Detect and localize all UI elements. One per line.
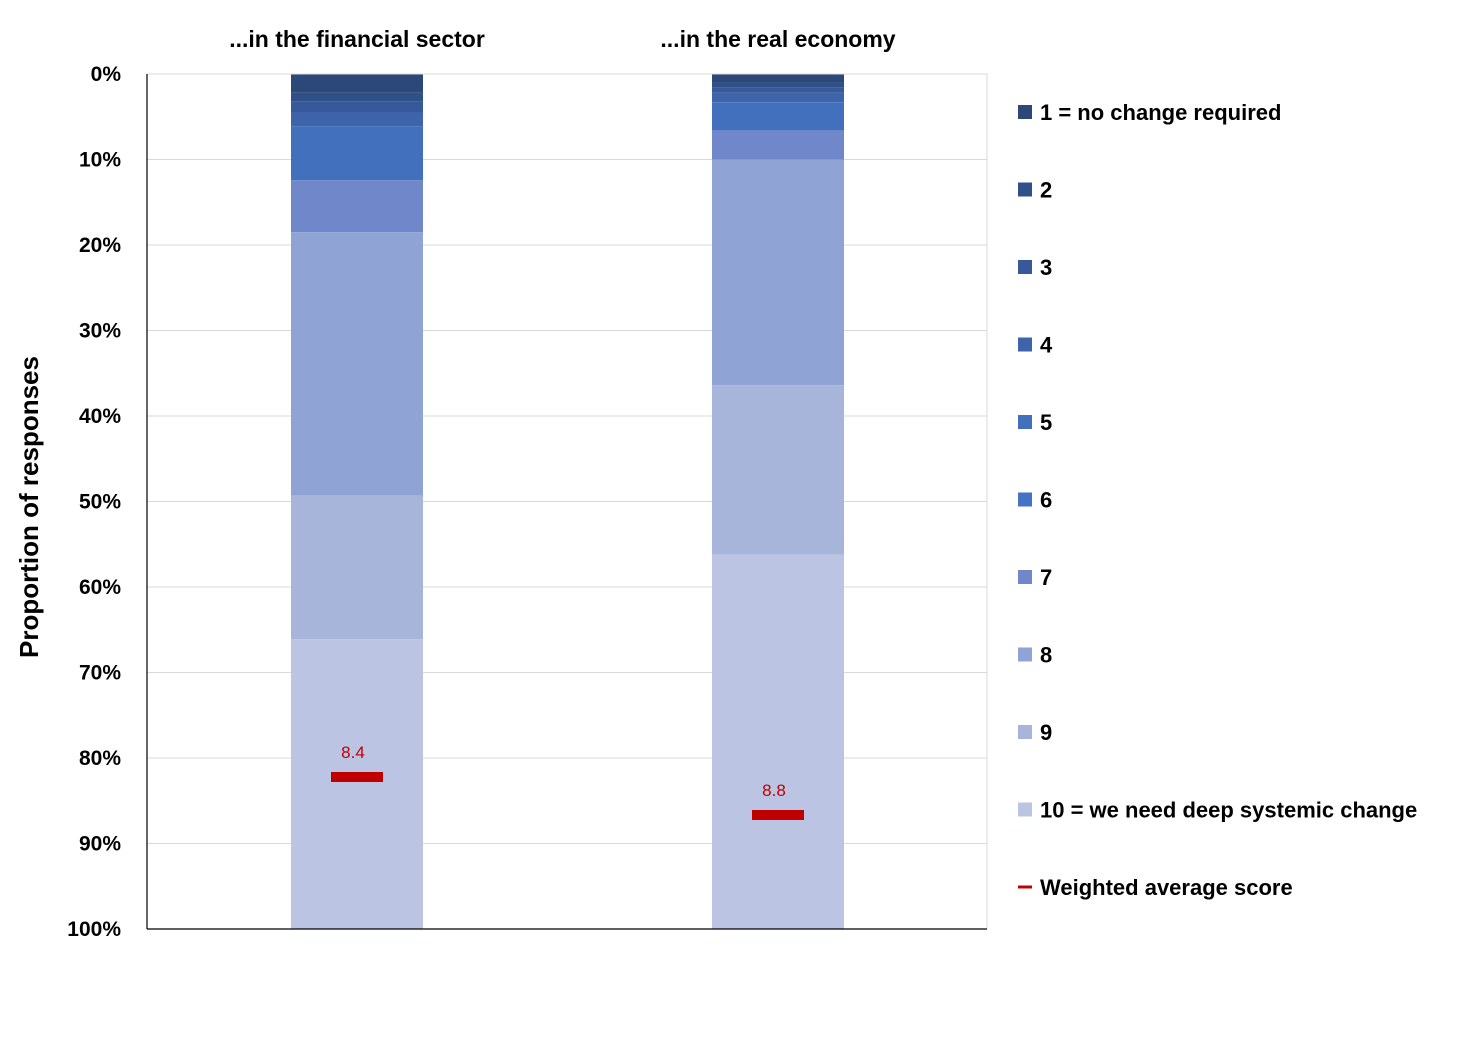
legend-swatch-5 [1018, 415, 1032, 429]
category-label-1: ...in the financial sector [229, 26, 485, 52]
y-tick-label-5: 50% [79, 491, 121, 514]
legend-label-3: 3 [1040, 255, 1052, 280]
bar-segment-1-4 [291, 112, 423, 127]
bar-segment-1-10 [291, 639, 423, 930]
bar-segment-2-10 [712, 554, 844, 930]
bars [291, 74, 844, 930]
bar-segment-1-9 [291, 495, 423, 640]
bar-segment-1-2 [291, 92, 423, 102]
bar-segment-1-8 [291, 232, 423, 496]
bar-segment-2-2 [712, 82, 844, 88]
legend-label-10: 10 = we need deep systemic change [1040, 798, 1417, 823]
bar-segment-1-5 [291, 126, 423, 181]
legend-label-9: 9 [1040, 720, 1052, 745]
weighted-average-markers: 8.4 8.8 [331, 743, 804, 820]
plot-frame [146, 73, 988, 930]
y-tick-label-7: 70% [79, 662, 121, 685]
bar-segment-1-7 [291, 180, 423, 233]
y-tick-label-6: 60% [79, 576, 121, 599]
legend-swatch-7 [1018, 570, 1032, 584]
y-tick-labels: 0% 10% 20% 30% 40% 50% 60% 70% 80% 90% 100% [67, 63, 121, 941]
legend-swatch-3 [1018, 260, 1032, 274]
bar-segment-2-3 [712, 87, 844, 93]
y-tick-label-1: 10% [79, 149, 121, 172]
legend-label-weighted-average: Weighted average score [1040, 875, 1293, 900]
y-tick-label-2: 20% [79, 234, 121, 257]
legend-swatch-9 [1018, 725, 1032, 739]
legend-label-5: 5 [1040, 410, 1052, 435]
y-tick-label-0: 0% [91, 63, 122, 86]
bar-segment-2-8 [712, 159, 844, 386]
y-tick-label-9: 90% [79, 833, 121, 856]
weighted-average-label-1: 8.4 [341, 743, 365, 762]
legend-label-2: 2 [1040, 178, 1052, 203]
legend: 1 = no change required 2 3 4 5 6 7 8 9 10 = we ne… [1018, 100, 1417, 900]
legend-swatch-1 [1018, 105, 1032, 119]
bar-segment-2-5 [712, 102, 844, 131]
legend-swatch-10 [1018, 802, 1032, 817]
category-label-2: ...in the real economy [660, 26, 895, 52]
gridlines [147, 73, 987, 930]
legend-swatch-4 [1018, 337, 1032, 352]
bar-segment-2-1 [712, 74, 844, 83]
weighted-average-label-2: 8.8 [762, 781, 786, 800]
legend-label-6: 6 [1040, 488, 1052, 513]
legend-label-4: 4 [1040, 333, 1053, 358]
legend-swatch-6 [1018, 492, 1032, 507]
bar-segment-2-9 [712, 385, 844, 555]
category-labels: ...in the financial sector ...in the real… [229, 26, 896, 52]
legend-swatch-2 [1018, 182, 1032, 197]
y-tick-label-10: 100% [67, 918, 121, 941]
y-tick-label-8: 80% [79, 747, 121, 770]
bar-segment-2-4 [712, 92, 844, 103]
bar-segment-2-7 [712, 130, 844, 160]
y-tick-label-3: 30% [79, 320, 121, 343]
legend-label-8: 8 [1040, 643, 1052, 668]
legend-swatch-8 [1018, 647, 1032, 662]
y-tick-label-4: 40% [79, 405, 121, 428]
y-axis-title: Proportion of responses [14, 356, 44, 658]
bar-segment-1-3 [291, 101, 423, 113]
legend-label-7: 7 [1040, 565, 1052, 590]
legend-label-1: 1 = no change required [1040, 100, 1281, 125]
bar-segment-1-1 [291, 74, 423, 93]
